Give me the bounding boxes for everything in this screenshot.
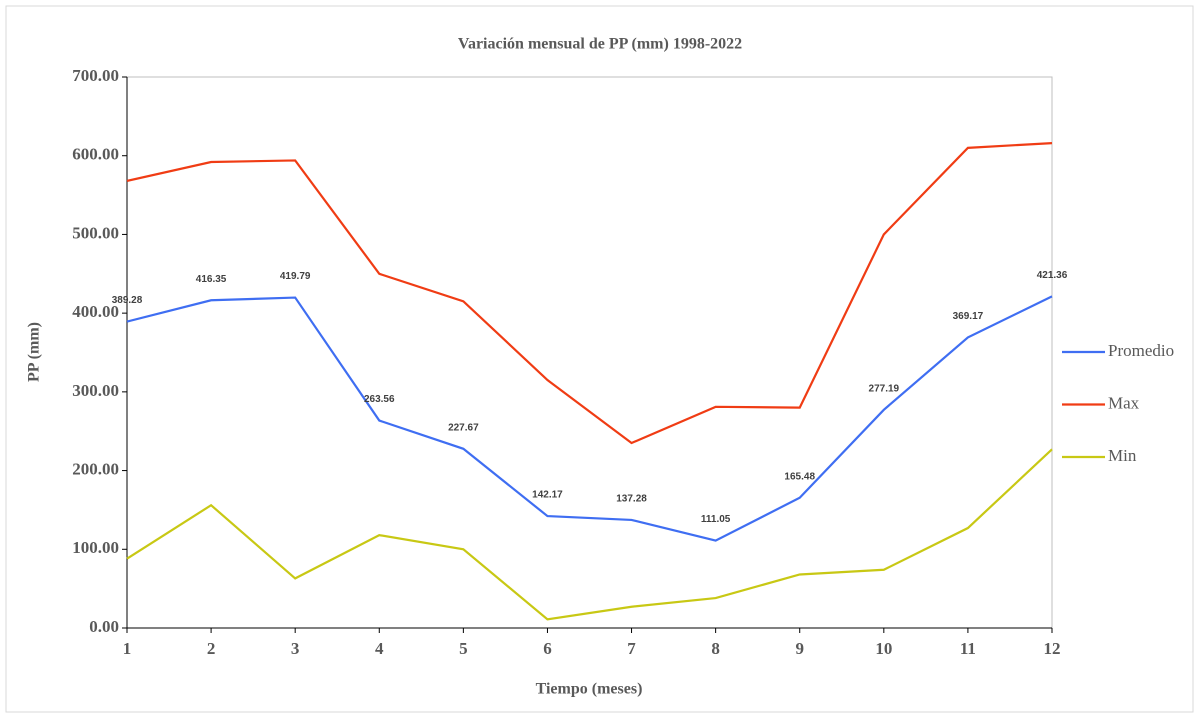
data-label: 389.28 [112,295,143,306]
data-label: 369.17 [953,311,984,322]
legend-label: Min [1108,446,1137,465]
x-tick-label: 8 [711,639,720,658]
x-tick-label: 10 [875,639,892,658]
series-line [126,142,1053,445]
x-axis-label: Tiempo (meses) [536,681,643,698]
y-tick-label: 700.00 [72,66,119,85]
x-tick-label: 4 [375,639,384,658]
y-tick-label: 300.00 [72,381,119,400]
data-label: 227.67 [448,422,479,433]
x-tick-label: 3 [291,639,300,658]
x-tick-label: 1 [123,639,132,658]
x-tick-label: 7 [627,639,636,658]
y-tick-label: 200.00 [72,459,119,478]
data-label: 263.56 [364,394,395,405]
data-label: 416.35 [196,274,227,285]
x-tick-label: 12 [1044,639,1061,658]
x-tick-label: 6 [543,639,552,658]
data-label: 111.05 [701,514,731,525]
series-line [126,448,1053,621]
x-tick-label: 9 [795,639,804,658]
y-tick-label: 100.00 [72,538,119,557]
data-label: 142.17 [532,490,563,501]
data-label: 419.79 [280,271,311,282]
y-tick-label: 400.00 [72,302,119,321]
data-label: 165.48 [784,471,815,482]
chart-border [5,5,1194,713]
data-label: 421.36 [1037,270,1068,281]
data-label: 137.28 [616,494,647,505]
x-tick-label: 11 [960,639,976,658]
y-tick-label: 600.00 [72,145,119,164]
chart-title: Variación mensual de PP (mm) 1998-2022 [458,36,742,53]
y-axis-label: PP (mm) [26,322,43,382]
series-line [126,295,1053,542]
x-tick-label: 2 [207,639,216,658]
x-tick-label: 5 [459,639,468,658]
data-label: 277.19 [869,383,900,394]
y-tick-label: 500.00 [72,223,119,242]
y-tick-label: 0.00 [89,617,119,636]
legend-label: Max [1108,393,1140,412]
legend-label: Promedio [1108,341,1174,360]
